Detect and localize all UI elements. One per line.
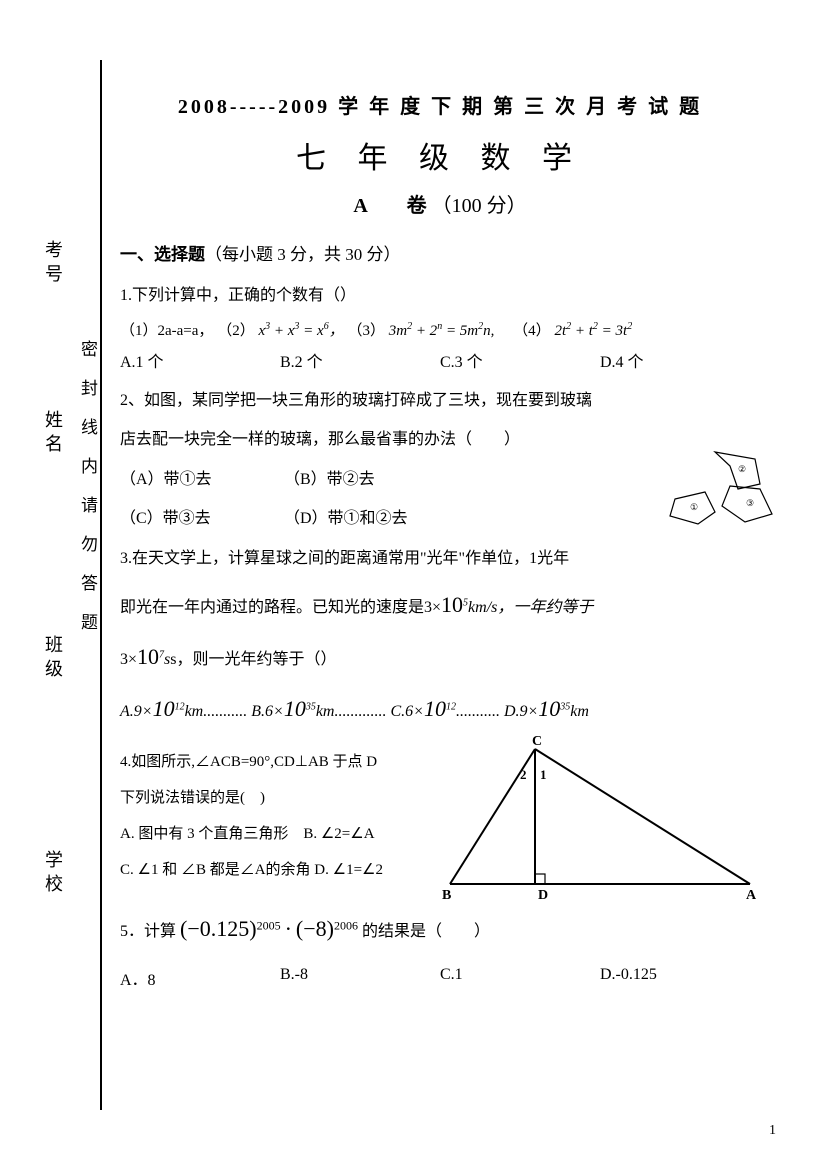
q5-options: A．8 B.-8 C.1 D.-0.125 bbox=[120, 966, 760, 990]
page: 考号 姓名 班级 学校 密封线内请勿答题 2008-----2009 学 年 度… bbox=[0, 0, 826, 1169]
content-area: 2008-----2009 学 年 度 下 期 第 三 次 月 考 试 题 七 … bbox=[120, 90, 760, 1002]
label-school: 学校 bbox=[40, 850, 66, 898]
q3-options: A.9×1012km........... B.6×1035km........… bbox=[120, 686, 760, 732]
q3-expC: 12 bbox=[446, 702, 456, 713]
section-1-rest: （每小题 3 分，共 30 分） bbox=[205, 245, 401, 264]
q4-line2: 下列说法错误的是( ) bbox=[120, 780, 430, 816]
q3-line2-post: km/s，一年约等于 bbox=[468, 599, 593, 616]
q4-row1: A. 图中有 3 个直角三角形 B. ∠2=∠A bbox=[120, 816, 430, 852]
vertex-C: C bbox=[532, 734, 542, 749]
q5-base1: (−0.125) bbox=[180, 916, 257, 941]
q3-optA-pre: A.9× bbox=[120, 703, 153, 720]
q3-expA: 12 bbox=[175, 702, 185, 713]
svg-text:①: ① bbox=[690, 502, 698, 512]
q3-optC-post: ........... bbox=[456, 703, 500, 720]
q2-block: 2、如图，某同学把一块三角形的玻璃打碎成了三块，现在要到玻璃 店去配一块完全一样… bbox=[120, 384, 760, 536]
angle-1: 1 bbox=[540, 767, 547, 782]
vertex-B: B bbox=[442, 888, 451, 903]
q3-optA-post: km........... bbox=[185, 703, 248, 720]
q5-dot: · bbox=[285, 916, 292, 941]
q3-optD-pre: D.9× bbox=[504, 703, 538, 720]
q3-line3-pre: 3× bbox=[120, 651, 137, 668]
q3-ten-1: 10 bbox=[441, 592, 463, 617]
q2-optB: （B）带②去 bbox=[284, 471, 375, 488]
q5-post: 的结果是（ ） bbox=[362, 923, 490, 940]
foot-D: D bbox=[538, 888, 548, 903]
paper-label: A 卷 （100 分） bbox=[120, 189, 760, 218]
q3-optC-pre: C.6× bbox=[390, 703, 423, 720]
svg-text:②: ② bbox=[738, 464, 746, 474]
q4-optB: B. ∠2=∠A bbox=[303, 826, 374, 842]
subject-title: 七 年 级 数 学 bbox=[120, 133, 760, 177]
q1-optC: C.3 个 bbox=[440, 348, 600, 372]
q5-optD: D.-0.125 bbox=[600, 966, 760, 990]
q1-optB: B.2 个 bbox=[280, 348, 440, 372]
q4-optC: C. ∠1 和 ∠B 都是∠A的余角 bbox=[120, 862, 311, 878]
q3-tenB: 10 bbox=[284, 696, 306, 721]
q3-expD: 35 bbox=[560, 702, 570, 713]
q2-optA: （A）带①去 bbox=[120, 463, 280, 497]
q4-stem: 4.如图所示,∠ACB=90°,CD⊥AB 于点 D bbox=[120, 744, 430, 780]
q3-expB: 35 bbox=[306, 702, 316, 713]
q3-tenA: 10 bbox=[153, 696, 175, 721]
q1-sub3-pre: （3） bbox=[347, 323, 385, 339]
q1-sub2-pre: （2） bbox=[217, 323, 255, 339]
label-class: 班级 bbox=[40, 635, 66, 683]
q3-line3: 3×107ss，则一光年约等于（） bbox=[120, 634, 760, 680]
q3-line2: 即光在一年内通过的路程。已知光的速度是3×105km/s，一年约等于 bbox=[120, 582, 760, 628]
page-number: 1 bbox=[769, 1123, 776, 1139]
q4-optD: D. ∠1=∠2 bbox=[314, 862, 383, 878]
q1-optA: A.1 个 bbox=[120, 348, 280, 372]
q5-optC: C.1 bbox=[440, 966, 600, 990]
q3-line1: 3.在天文学上，计算星球之间的距离通常用"光年"作单位，1光年 bbox=[120, 542, 760, 576]
q1-sub1: （1）2a-a=a， bbox=[120, 323, 213, 339]
angle-2: 2 bbox=[520, 767, 527, 782]
q5-optB: B.-8 bbox=[280, 966, 440, 990]
section-1-bold: 一、选择题 bbox=[120, 245, 205, 264]
q4-optA: A. 图中有 3 个直角三角形 bbox=[120, 826, 288, 842]
q3-optB-pre: B.6× bbox=[251, 703, 284, 720]
q1-expr4: 2t2 + t2 = 3t2 bbox=[554, 323, 632, 339]
q1-sub4-pre: （4） bbox=[513, 323, 551, 339]
q2-optC: （C）带③去 bbox=[120, 502, 280, 536]
vertex-A: A bbox=[746, 888, 757, 903]
q3-ten-2: 10 bbox=[137, 644, 159, 669]
q4-text: 4.如图所示,∠ACB=90°,CD⊥AB 于点 D 下列说法错误的是( ) A… bbox=[120, 744, 430, 888]
q2-line1: 2、如图，某同学把一块三角形的玻璃打碎成了三块，现在要到玻璃 bbox=[120, 384, 760, 418]
q5-optA: A．8 bbox=[120, 966, 280, 990]
label-exam-number: 考号 bbox=[40, 240, 66, 288]
q3-tenC: 10 bbox=[424, 696, 446, 721]
q5-stem: 5．计算 (−0.125)2005 · (−8)2006 的结果是（ ） bbox=[120, 906, 760, 952]
seal-line bbox=[100, 60, 102, 1110]
q3-optD-post: km bbox=[570, 703, 589, 720]
broken-glass-figure: ② ③ ① bbox=[660, 444, 780, 534]
q4-row2: C. ∠1 和 ∠B 都是∠A的余角 D. ∠1=∠2 bbox=[120, 852, 430, 888]
svg-text:③: ③ bbox=[746, 498, 754, 508]
triangle-figure: C B A D 2 1 bbox=[440, 734, 760, 904]
seal-warning-text: 密封线内请勿答题 bbox=[75, 340, 100, 652]
q3-optB-post: km............. bbox=[316, 703, 387, 720]
q5-base2: (−8) bbox=[296, 916, 334, 941]
q3-line2-pre: 即光在一年内通过的路程。已知光的速度是3× bbox=[120, 599, 441, 616]
section-1-heading: 一、选择题（每小题 3 分，共 30 分） bbox=[120, 240, 760, 265]
paper-letter: A 卷 bbox=[353, 195, 426, 217]
q1-stem: 1.下列计算中，正确的个数有（） bbox=[120, 279, 760, 313]
q5-exp2: 2006 bbox=[334, 919, 358, 933]
q1-expr2: x3 + x3 = x6， bbox=[258, 323, 343, 339]
q1-options: A.1 个 B.2 个 C.3 个 D.4 个 bbox=[120, 348, 760, 372]
q2-optD: （D）带①和②去 bbox=[284, 510, 408, 527]
q3-line3-post: s，则一光年约等于（） bbox=[170, 651, 336, 668]
q1-optD: D.4 个 bbox=[600, 348, 760, 372]
label-name: 姓名 bbox=[40, 410, 66, 458]
q4-block: 4.如图所示,∠ACB=90°,CD⊥AB 于点 D 下列说法错误的是( ) A… bbox=[120, 744, 760, 888]
paper-score: （100 分） bbox=[432, 195, 527, 217]
q3-tenD: 10 bbox=[538, 696, 560, 721]
q1-expr3: 3m2 + 2n = 5m2n, bbox=[389, 323, 510, 339]
q5-pre: 5．计算 bbox=[120, 923, 176, 940]
exam-title: 2008-----2009 学 年 度 下 期 第 三 次 月 考 试 题 bbox=[120, 90, 760, 119]
q1-subexpr: （1）2a-a=a， （2） x3 + x3 = x6， （3） 3m2 + 2… bbox=[120, 319, 760, 340]
q5-exp1: 2005 bbox=[257, 919, 281, 933]
binding-margin: 考号 姓名 班级 学校 密封线内请勿答题 bbox=[20, 60, 110, 1110]
